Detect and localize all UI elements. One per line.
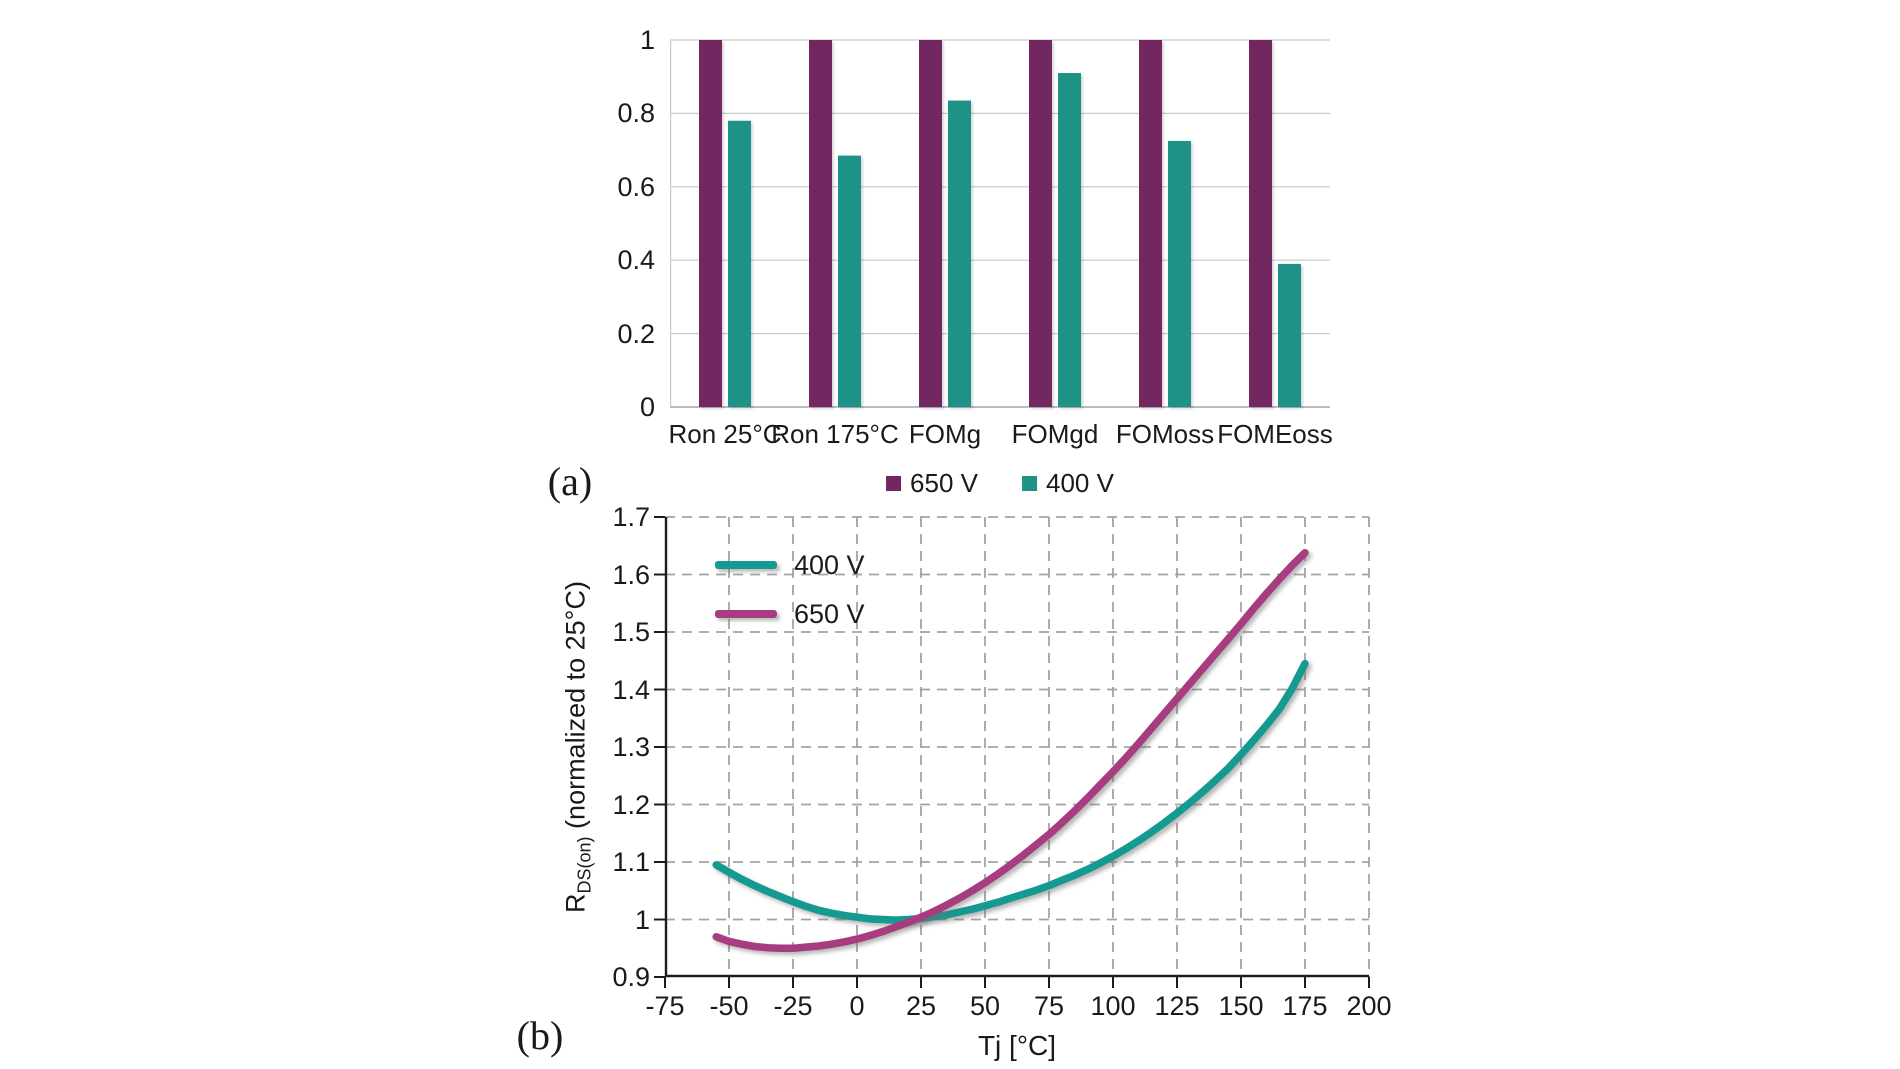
bar-400-v-fomg — [948, 100, 971, 408]
legend-label-400v: 400 V — [794, 549, 865, 580]
legend-label-650v: 650 V — [910, 468, 978, 498]
line-y-tick-label: 1.4 — [612, 674, 650, 705]
line-y-tick-label: 1.5 — [612, 617, 650, 647]
line-x-tick-label: 75 — [1033, 991, 1065, 1021]
legend-swatch-650v-icon — [886, 476, 902, 491]
line-y-tick-label: 1 — [634, 904, 650, 935]
bar-x-axis-category-labels: Ron 25°C Ron 175°C FOMg FOMgd FOMoss FOMEoss — [668, 419, 1332, 453]
line-y-axis-tick-labels: 0.9 1 1.1 1.2 1.3 1.4 1.5 1.6 1.7 — [0, 502, 650, 992]
legend-row-400v: 400 V — [715, 549, 865, 580]
bar-650-v-fomg — [919, 40, 942, 407]
curve-650-v — [712, 548, 1309, 953]
line-x-tick-label: 150 — [1218, 991, 1264, 1021]
line-y-tick-label: 1.6 — [612, 559, 650, 590]
bar-650-v-fomeoss — [1249, 40, 1272, 407]
bar-x-category-label: FOMoss — [1115, 419, 1215, 449]
bar-650-v-fomoss — [1139, 40, 1162, 407]
legend-row-650v: 650 V — [715, 598, 865, 629]
bar-chart-plot-area — [670, 39, 1330, 408]
bar-y-tick-label: 0.6 — [617, 171, 655, 202]
line-x-tick-label: 50 — [969, 991, 1001, 1021]
bar-y-tick-label: 0.2 — [617, 318, 655, 349]
line-x-tick-label: -50 — [709, 991, 749, 1021]
bar-650-v-ron-25-c — [699, 40, 722, 407]
bar-x-category-label: Ron 175°C — [771, 419, 899, 449]
line-x-axis-title: Tj [°C] — [977, 1030, 1057, 1061]
bar-650-v-fomgd — [1029, 40, 1052, 407]
line-y-tick-label: 1.2 — [612, 789, 650, 820]
curve-400-v — [712, 659, 1309, 924]
bar-400-v-fomgd — [1058, 73, 1081, 407]
line-x-tick-label: 0 — [849, 991, 865, 1021]
bar-400-v-fomoss — [1168, 140, 1191, 408]
line-x-tick-label: 125 — [1154, 991, 1200, 1021]
bar-400-v-ron-25-c — [728, 120, 751, 408]
bar-y-tick-label: 1 — [639, 25, 655, 55]
line-x-tick-label: 100 — [1090, 991, 1136, 1021]
panel-a-label: (a) — [547, 459, 593, 504]
line-y-tick-label: 1.7 — [612, 502, 650, 532]
legend-line-sample-650v-icon — [715, 610, 777, 618]
legend-item-400v: 400 V — [1022, 468, 1114, 499]
line-chart-plot-area — [654, 516, 1370, 988]
legend-label-650v: 650 V — [794, 598, 865, 629]
bar-650-v-ron-175-c — [809, 40, 832, 407]
bar-x-category-label: FOMgd — [1011, 419, 1099, 449]
bar-x-category-label: Ron 25°C — [668, 419, 782, 449]
bar-x-category-label: FOMg — [908, 419, 982, 449]
bar-x-category-label: FOMEoss — [1217, 419, 1333, 449]
line-y-tick-label: 0.9 — [612, 962, 650, 992]
line-x-axis-tick-labels: -75 -50 -25 0 25 50 75 100 125 150 175 200 — [645, 991, 1391, 1023]
line-x-tick-label: -75 — [645, 991, 685, 1021]
line-chart-legend: 400 V 650 V — [715, 549, 865, 649]
legend-line-sample-400v-icon — [715, 561, 777, 569]
line-y-tick-label: 1.1 — [612, 847, 650, 877]
legend-item-650v: 650 V — [886, 468, 978, 499]
bar-y-tick-label: 0.4 — [617, 245, 655, 276]
line-x-tick-label: -25 — [773, 991, 813, 1021]
bar-chart-legend: 650 V 400 V — [886, 468, 1114, 499]
bar-y-axis-tick-labels: 0 0.2 0.4 0.6 0.8 1 — [0, 25, 655, 422]
line-x-tick-label: 25 — [905, 991, 937, 1021]
bar-y-tick-label: 0.8 — [617, 98, 655, 129]
line-x-tick-label: 175 — [1282, 991, 1328, 1021]
legend-label-400v: 400 V — [1046, 468, 1114, 498]
line-x-tick-label: 200 — [1346, 991, 1392, 1021]
legend-swatch-400v-icon — [1022, 476, 1037, 491]
panel-b-label: (b) — [516, 1013, 564, 1058]
bar-400-v-fomeoss — [1278, 263, 1301, 407]
bar-y-tick-label: 0 — [639, 392, 655, 422]
line-y-tick-label: 1.3 — [612, 732, 650, 762]
bar-400-v-ron-175-c — [838, 155, 861, 407]
